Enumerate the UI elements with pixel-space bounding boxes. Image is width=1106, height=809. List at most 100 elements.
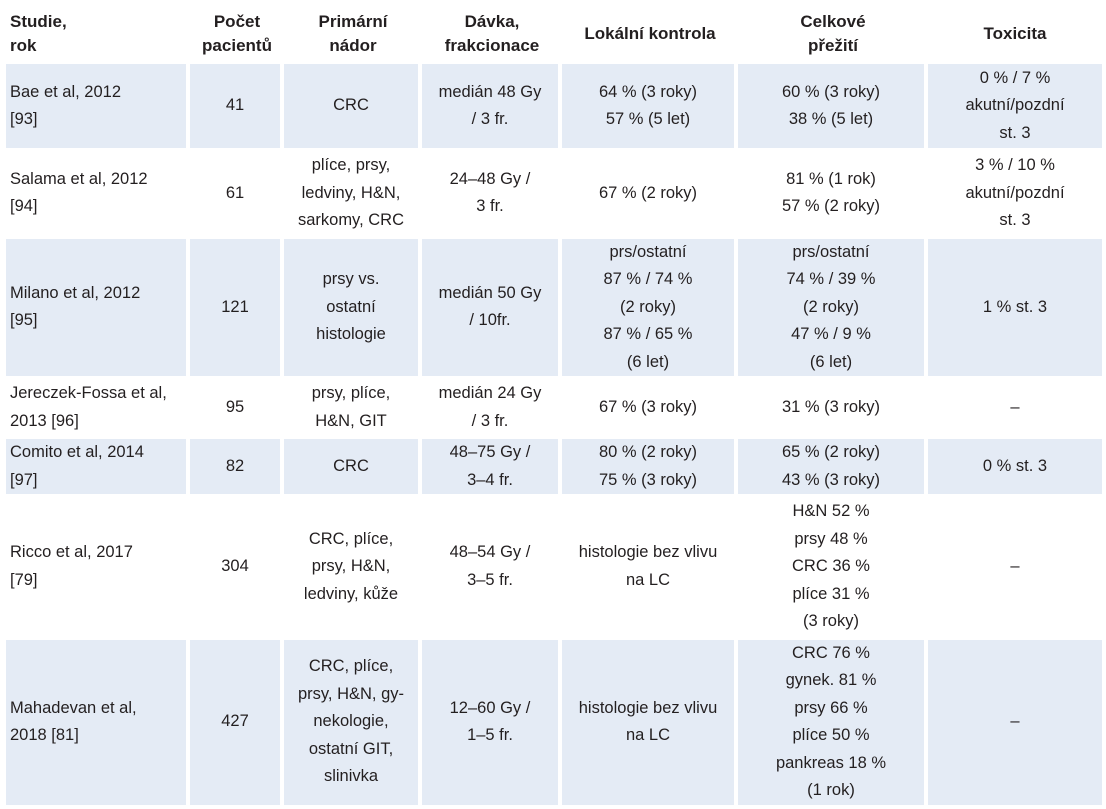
cell-local-control-line: (2 roky) [620,297,676,316]
cell-tumor-line: histologie [316,325,386,343]
cell-survival: CRC 76 % gynek. 81 % prsy 66 % plíce 50 % pa… [738,639,928,809]
cell-tumor-line: CRC, plíce, [308,657,394,676]
cell-survival-line: plíce 50 % [792,726,870,744]
cell-toxicity-line: 0 % st. 3 [982,456,1048,475]
cell-toxicity-line: 0 % / 7 % [979,68,1051,87]
cell-survival: H&N 52 % prsy 48 % CRC 36 % plíce 31 % (3 ro… [738,498,928,640]
cell-tumor: CRC, plíce, prsy, H&N, ledviny, kůže [284,498,422,640]
cell-study-line: Bae et al, 2012 [10,82,122,101]
table-row: Milano et al, 2012 [95] 121 prsy vs. ostatní… [6,238,1102,380]
cell-study-line: Milano et al, 2012 [10,283,141,302]
cell-tumor: CRC [284,64,422,152]
cell-local-control-line: 67 % (3 roky) [598,397,698,416]
cell-tumor: CRC, plíce, prsy, H&N, gy-nekologie, ostat… [284,639,422,809]
cell-study-line: [95] [10,311,38,330]
cell-toxicity-line: – [1010,712,1020,731]
header-study: Studie, rok [10,12,67,55]
cell-survival: 60 % (3 roky) 38 % (5 let) [738,64,928,152]
cell-survival-line: 65 % (2 roky) [781,443,881,461]
cell-local-control: 80 % (2 roky) 75 % (3 roky) [562,439,738,498]
cell-survival: 81 % (1 rok) 57 % (2 roky) [738,152,928,239]
cell-survival-line: prsy 48 % [794,529,868,548]
cell-survival-line: 57 % (2 roky) [781,197,881,216]
cell-local-control: 67 % (3 roky) [562,380,738,439]
cell-dose-line: medián 50 Gy [438,283,542,302]
header-toxicity: Toxicita [983,24,1047,43]
cell-survival-line: prsy 66 % [794,698,868,717]
cell-study-line: Comito et al, 2014 [10,443,144,461]
cell-tumor-line: ledviny, H&N, [301,183,401,202]
cell-local-control-line: prs/ostatní [609,242,687,261]
cell-survival-line: prs/ostatní [792,242,870,261]
cell-local-control: prs/ostatní 87 % / 74 % (2 roky) 87 % / 65 … [562,238,738,380]
cell-local-control-line: 57 % (5 let) [605,110,691,128]
table-row: Ricco et al, 2017 [79] 304 CRC, plíce, prsy,… [6,498,1102,640]
cell-patients: 121 [190,238,284,380]
cell-local-control-line: na LC [625,570,671,589]
cell-dose-line: 24–48 Gy / [449,169,531,188]
cell-dose: 12–60 Gy / 1–5 fr. [422,639,562,809]
cell-survival-line: (3 roky) [803,612,859,630]
table-row: Bae et al, 2012 [93] 41 CRC medián 48 Gy / 3 … [6,64,1102,152]
study-results-table: Studie, rok Počet pacientů Primární nádor D… [6,4,1102,809]
cell-tumor-line: nekologie, [313,712,389,731]
cell-patients: 41 [190,64,284,152]
cell-dose: 48–75 Gy / 3–4 fr. [422,439,562,498]
cell-tumor-line: CRC [333,456,369,475]
cell-local-control-line: 67 % (2 roky) [598,183,698,202]
cell-study: Milano et al, 2012 [95] [6,238,190,380]
cell-local-control-line: 87 % / 74 % [603,270,693,288]
cell-study-line: Jereczek-Fossa et al, [10,384,167,402]
cell-tumor-line: slinivka [323,767,379,786]
cell-survival: 31 % (3 roky) [738,380,928,439]
cell-dose-line: 3–4 fr. [467,470,513,489]
cell-survival-line: CRC 36 % [792,557,870,575]
cell-tumor: prsy vs. ostatní histologie [284,238,422,380]
cell-tumor-line: prsy vs. [322,270,380,288]
cell-survival: prs/ostatní 74 % / 39 % (2 roky) 47 % / 9 %… [738,238,928,380]
cell-tumor-line: CRC [333,96,369,115]
cell-study-line: [79] [10,570,38,589]
cell-toxicity: 0 % st. 3 [928,439,1102,498]
cell-local-control: histologie bez vlivu na LC [562,498,738,640]
cell-dose-line: 3–5 fr. [467,570,513,589]
cell-patients: 304 [190,498,284,640]
cell-study: Ricco et al, 2017 [79] [6,498,190,640]
cell-survival-line: 60 % (3 roky) [781,82,881,101]
cell-dose: medián 24 Gy / 3 fr. [422,380,562,439]
cell-study: Comito et al, 2014 [97] [6,439,190,498]
cell-toxicity-line: 3 % / 10 % [975,156,1055,174]
cell-tumor-line: plíce, prsy, [311,156,391,174]
cell-dose-line: medián 24 Gy [438,384,542,402]
table-row: Salama et al, 2012 [94] 61 plíce, prsy, ledv… [6,152,1102,239]
cell-dose-line: / 3 fr. [471,411,509,430]
cell-study: Salama et al, 2012 [94] [6,152,190,239]
cell-toxicity: 3 % / 10 % akutní/pozdní st. 3 [928,152,1102,239]
cell-tumor: CRC [284,439,422,498]
cell-study: Bae et al, 2012 [93] [6,64,190,152]
cell-study-line: [93] [10,110,38,128]
cell-dose: 24–48 Gy / 3 fr. [422,152,562,239]
cell-tumor-line: prsy, plíce, [311,384,391,402]
cell-tumor-line: ledviny, kůže [303,584,399,603]
cell-study-line: [97] [10,470,38,489]
cell-toxicity-line: st. 3 [999,123,1031,142]
cell-study-line: Salama et al, 2012 [10,169,148,188]
cell-local-control-line: 64 % (3 roky) [598,82,698,101]
cell-local-control-line: 80 % (2 roky) [598,443,698,461]
table-row: Comito et al, 2014 [97] 82 CRC 48–75 Gy / 3–4… [6,439,1102,498]
cell-study-line: 2013 [96] [10,411,79,430]
cell-survival-line: (1 rok) [807,781,855,799]
header-tumor: Primární nádor [318,12,388,55]
table-row: Jereczek-Fossa et al, 2013 [96] 95 prsy, pl… [6,380,1102,439]
cell-local-control-line: (6 let) [626,352,670,371]
cell-dose-line: / 10fr. [469,311,511,330]
cell-dose-line: 48–75 Gy / [449,443,531,461]
cell-dose-line: 48–54 Gy / [449,543,531,562]
header-patients: Počet pacientů [202,12,272,55]
cell-survival-line: pankreas 18 % [775,753,887,772]
cell-tumor: plíce, prsy, ledviny, H&N, sarkomy, CRC [284,152,422,239]
cell-survival-line: H&N 52 % [792,502,870,520]
cell-dose: 48–54 Gy / 3–5 fr. [422,498,562,640]
cell-toxicity-line: st. 3 [999,211,1031,229]
